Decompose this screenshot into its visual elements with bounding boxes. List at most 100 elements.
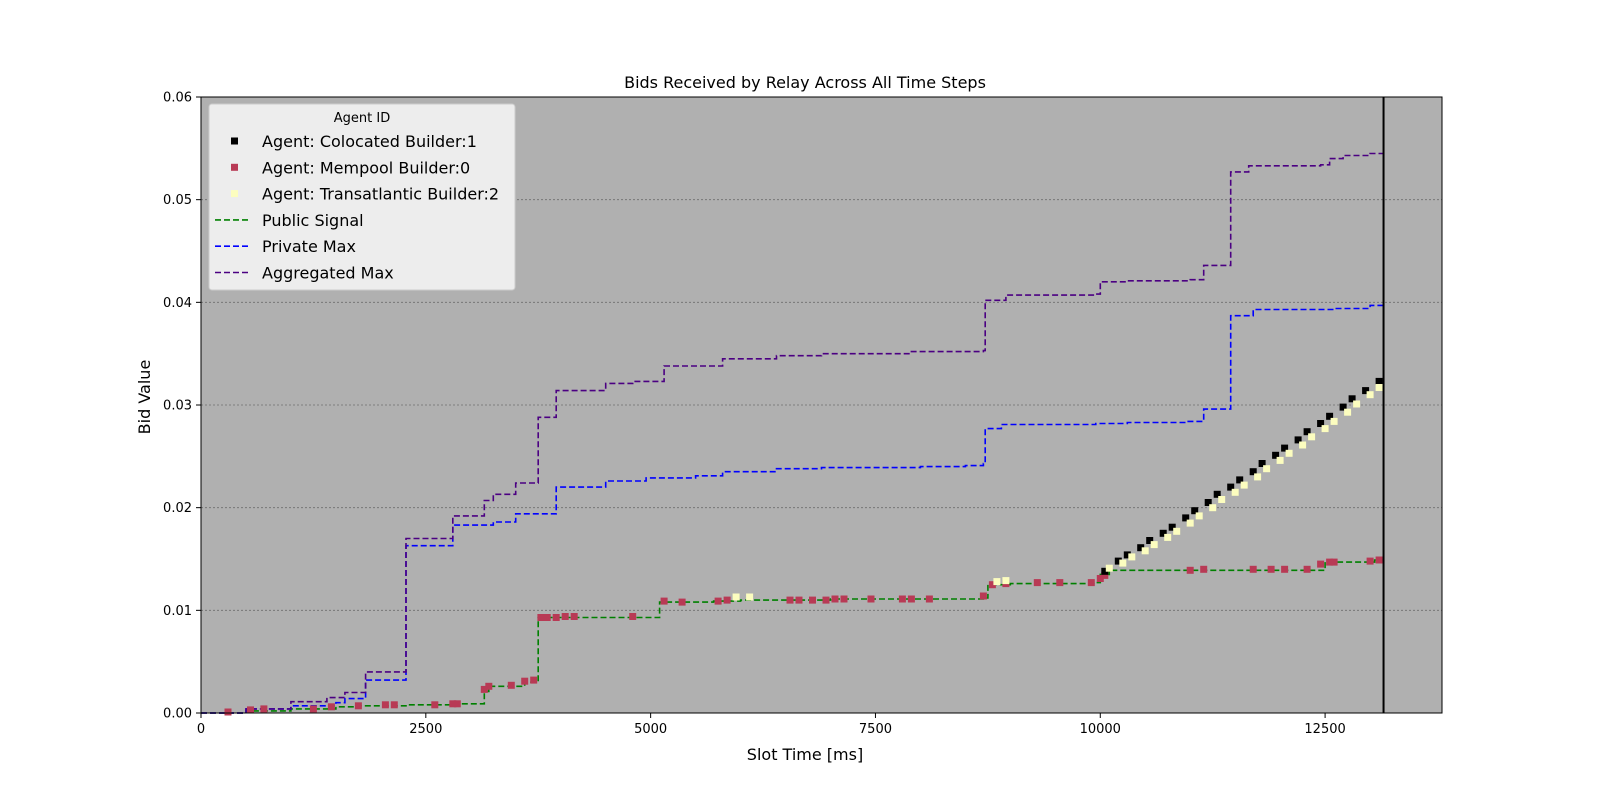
agent-colocated-builder-1-marker-22	[1348, 395, 1356, 403]
agent-transatlantic-builder-2-marker-6	[1128, 553, 1136, 561]
agent-mempool-builder-0-marker-46	[1249, 565, 1257, 573]
y-tick-label-0: 0.00	[163, 707, 192, 722]
agent-mempool-builder-0-marker-37	[988, 581, 996, 589]
legend-entry-2-marker	[231, 190, 238, 198]
agent-transatlantic-builder-2-marker-16	[1240, 481, 1248, 489]
agent-transatlantic-builder-2-marker-20	[1285, 449, 1293, 457]
agent-mempool-builder-0-marker-22	[660, 597, 668, 605]
agent-mempool-builder-0-marker-24	[714, 597, 722, 605]
legend-entry-4-label: Private Max	[262, 237, 356, 256]
agent-mempool-builder-0-marker-29	[822, 596, 830, 604]
y-axis-label: Bid Value	[135, 360, 154, 435]
agent-mempool-builder-0-marker-11	[480, 685, 488, 693]
series-line-aggregated-max	[201, 151, 1385, 714]
agent-mempool-builder-0-marker-49	[1303, 565, 1311, 573]
agent-mempool-builder-0-marker-35	[925, 595, 933, 603]
grid-lines	[201, 199, 1442, 611]
x-tick-label-2: 5000	[634, 722, 667, 737]
legend-entry-2-label: Agent: Transatlantic Builder:2	[262, 185, 499, 204]
agent-mempool-builder-0-marker-8	[431, 701, 439, 709]
agent-mempool-builder-0-marker-33	[898, 595, 906, 603]
legend: Agent ID Agent: Colocated Builder:1Agent…	[208, 103, 516, 291]
agent-transatlantic-builder-2-marker-0	[732, 593, 740, 601]
x-tick-label-4: 10000	[1080, 722, 1121, 737]
agent-transatlantic-builder-2-marker-10	[1173, 527, 1181, 535]
agent-mempool-builder-0-marker-31	[840, 595, 848, 603]
agent-mempool-builder-0-marker-50	[1317, 560, 1325, 568]
agent-colocated-builder-1-marker-5	[1159, 529, 1167, 537]
agent-transatlantic-builder-2-marker-24	[1330, 417, 1338, 425]
agent-mempool-builder-0-marker-32	[867, 595, 875, 603]
agent-colocated-builder-1-marker-23	[1362, 387, 1370, 395]
agent-colocated-builder-1-marker-24	[1375, 377, 1383, 385]
agent-colocated-builder-1-marker-3	[1137, 544, 1145, 552]
y-tick-label-1: 0.01	[163, 604, 192, 619]
agent-colocated-builder-1-marker-0	[1101, 567, 1109, 575]
agent-mempool-builder-0-marker-30	[831, 595, 839, 603]
agent-mempool-builder-0-marker-9	[449, 700, 457, 708]
agent-colocated-builder-1-marker-19	[1317, 420, 1325, 427]
agent-mempool-builder-0-marker-18	[552, 614, 560, 621]
legend-box	[208, 103, 516, 291]
legend-entry-5-label: Aggregated Max	[262, 264, 394, 283]
agent-mempool-builder-0-marker-2	[260, 705, 268, 713]
agent-mempool-builder-0-marker-51	[1326, 558, 1334, 566]
agent-mempool-builder-0-marker-52	[1330, 558, 1338, 566]
agent-mempool-builder-0-marker-3	[309, 705, 317, 713]
agent-colocated-builder-1-marker-17	[1294, 436, 1302, 444]
agent-colocated-builder-1-marker-21	[1339, 403, 1347, 411]
agent-transatlantic-builder-2-marker-2	[993, 578, 1001, 586]
agent-colocated-builder-1-marker-11	[1227, 483, 1235, 491]
agent-colocated-builder-1-marker-4	[1146, 537, 1154, 544]
agent-colocated-builder-1-marker-18	[1303, 428, 1311, 436]
agent-colocated-builder-1-marker-7	[1182, 514, 1190, 522]
legend-entry-1-marker	[231, 163, 238, 171]
agent-transatlantic-builder-2-marker-22	[1308, 433, 1316, 441]
chart-title: Bids Received by Relay Across All Time S…	[624, 73, 986, 92]
agent-mempool-builder-0-marker-25	[723, 596, 731, 604]
legend-entries: Agent: Colocated Builder:1 Agent: Mempool…	[215, 132, 499, 283]
agent-mempool-builder-0-marker-28	[809, 596, 816, 604]
agent-mempool-builder-0-marker-54	[1375, 556, 1383, 564]
agent-colocated-builder-1-marker-16	[1281, 444, 1289, 452]
y-tick-label-3: 0.03	[163, 399, 192, 414]
y-tick-label-2: 0.02	[163, 501, 192, 516]
agent-colocated-builder-1-marker-1	[1114, 557, 1122, 565]
agent-mempool-builder-0-marker-21	[629, 613, 637, 620]
y-tick-label-4: 0.04	[163, 296, 192, 311]
agent-mempool-builder-0-marker-14	[521, 677, 529, 685]
agent-transatlantic-builder-2-marker-13	[1209, 504, 1217, 512]
agent-mempool-builder-0-marker-4	[327, 703, 335, 711]
agent-transatlantic-builder-2-marker-21	[1299, 441, 1307, 449]
agent-colocated-builder-1-marker-14	[1258, 460, 1266, 467]
agent-mempool-builder-0-marker-43	[1101, 571, 1109, 579]
agent-mempool-builder-0-marker-42	[1096, 575, 1104, 582]
agent-transatlantic-builder-2-marker-8	[1150, 541, 1158, 549]
agent-colocated-builder-1-marker-13	[1249, 468, 1257, 476]
agent-transatlantic-builder-2-marker-28	[1375, 384, 1383, 391]
agent-mempool-builder-0-marker-16	[537, 614, 545, 621]
legend-entry-3-label: Public Signal	[262, 211, 364, 230]
x-axis-label: Slot Time [ms]	[747, 745, 863, 764]
agent-mempool-builder-0-marker-0	[224, 708, 232, 716]
agent-mempool-builder-0-marker-1	[247, 706, 254, 714]
legend-entry-0-label: Agent: Colocated Builder:1	[262, 132, 477, 151]
agent-transatlantic-builder-2-marker-3	[1002, 577, 1010, 585]
agent-transatlantic-builder-2-marker-4	[1105, 564, 1113, 572]
agent-mempool-builder-0-marker-15	[530, 676, 538, 684]
agent-transatlantic-builder-2-marker-14	[1218, 496, 1226, 503]
x-axis-ticks: 0 2500 5000 7500 10000 12500	[197, 713, 1346, 737]
series-line-private-max	[201, 304, 1385, 714]
agent-mempool-builder-0-marker-27	[795, 596, 803, 604]
y-tick-label-5: 0.05	[163, 193, 192, 208]
agent-mempool-builder-0-marker-47	[1267, 565, 1275, 573]
agent-mempool-builder-0-marker-6	[381, 701, 389, 709]
agent-transatlantic-builder-2-marker-12	[1195, 512, 1203, 520]
agent-mempool-builder-0-marker-53	[1366, 557, 1374, 565]
agent-transatlantic-builder-2-marker-1	[746, 593, 754, 601]
agent-mempool-builder-0-marker-12	[485, 682, 493, 690]
agent-transatlantic-builder-2-marker-15	[1231, 488, 1239, 496]
agent-mempool-builder-0-marker-48	[1281, 565, 1289, 573]
agent-mempool-builder-0-marker-41	[1087, 579, 1095, 587]
